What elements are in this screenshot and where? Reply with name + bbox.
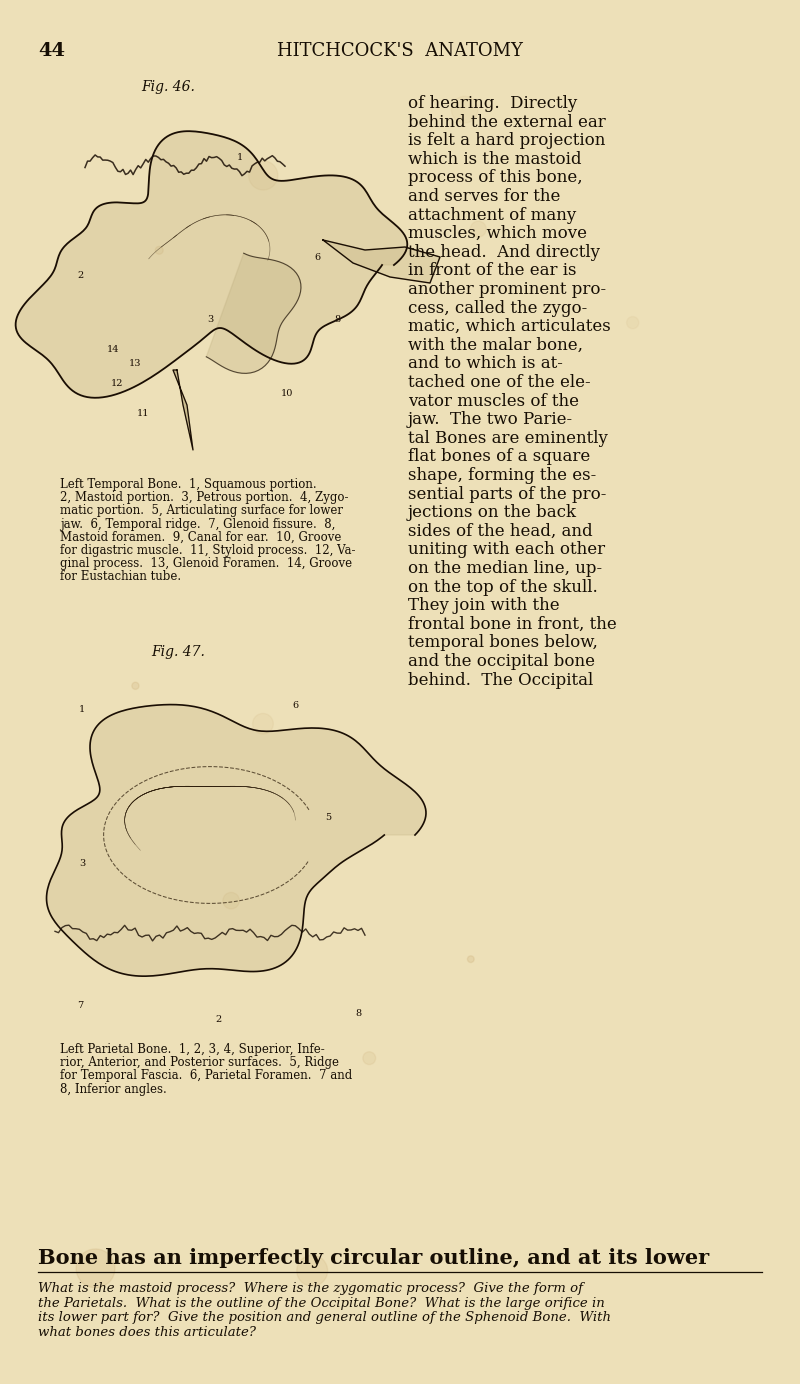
Circle shape	[223, 893, 239, 909]
Text: 6: 6	[314, 252, 320, 262]
Circle shape	[132, 682, 139, 689]
Text: attachment of many: attachment of many	[408, 206, 576, 224]
Text: Left Temporal Bone.  1, Squamous portion.: Left Temporal Bone. 1, Squamous portion.	[60, 477, 317, 491]
Text: 8: 8	[355, 1009, 361, 1017]
Text: behind.  The Occipital: behind. The Occipital	[408, 671, 594, 689]
Text: 8: 8	[334, 316, 340, 324]
Text: vator muscles of the: vator muscles of the	[408, 393, 579, 410]
Text: temporal bones below,: temporal bones below,	[408, 634, 598, 652]
Text: 1: 1	[237, 152, 243, 162]
Polygon shape	[206, 253, 301, 374]
Text: 10: 10	[281, 389, 293, 397]
Text: Mastoid foramen.  9, Canal for ear.  10, Groove: Mastoid foramen. 9, Canal for ear. 10, G…	[60, 531, 342, 544]
Text: jaw.  The two Parie-: jaw. The two Parie-	[408, 411, 573, 428]
Text: frontal bone in front, the: frontal bone in front, the	[408, 616, 617, 632]
Text: cess, called the zygo-: cess, called the zygo-	[408, 299, 587, 317]
Text: tal Bones are eminently: tal Bones are eminently	[408, 430, 608, 447]
Text: for digastric muscle.  11, Styloid process.  12, Va-: for digastric muscle. 11, Styloid proces…	[60, 544, 355, 556]
Text: 44: 44	[38, 42, 65, 60]
Text: for Eustachian tube.: for Eustachian tube.	[60, 570, 181, 584]
Text: Fig. 46.: Fig. 46.	[141, 80, 195, 94]
Text: matic portion.  5, Articulating surface for lower: matic portion. 5, Articulating surface f…	[60, 504, 343, 518]
Text: on the median line, up-: on the median line, up-	[408, 561, 602, 577]
Circle shape	[467, 956, 474, 962]
Text: Bone has an imperfectly circular outline, and at its lower: Bone has an imperfectly circular outline…	[38, 1248, 709, 1268]
Text: which is the mastoid: which is the mastoid	[408, 151, 582, 167]
Polygon shape	[173, 370, 193, 450]
Text: They join with the: They join with the	[408, 598, 560, 614]
Text: sides of the head, and: sides of the head, and	[408, 523, 593, 540]
Polygon shape	[16, 131, 407, 397]
Text: jaw.  6, Temporal ridge.  7, Glenoid fissure.  8,: jaw. 6, Temporal ridge. 7, Glenoid fissu…	[60, 518, 335, 530]
Text: and serves for the: and serves for the	[408, 188, 560, 205]
Text: is felt a hard projection: is felt a hard projection	[408, 133, 606, 149]
Text: 1: 1	[79, 706, 85, 714]
Circle shape	[451, 97, 478, 123]
Circle shape	[76, 1248, 115, 1287]
Polygon shape	[323, 239, 440, 282]
Circle shape	[363, 1052, 376, 1064]
Text: tached one of the ele-: tached one of the ele-	[408, 374, 590, 392]
Text: uniting with each other: uniting with each other	[408, 541, 605, 558]
Text: 3: 3	[79, 858, 85, 868]
Text: the Parietals.  What is the outline of the Occipital Bone?  What is the large or: the Parietals. What is the outline of th…	[38, 1297, 605, 1309]
Text: what bones does this articulate?: what bones does this articulate?	[38, 1326, 256, 1338]
Text: jections on the back: jections on the back	[408, 504, 577, 522]
Text: 12: 12	[110, 378, 123, 388]
Text: 6: 6	[292, 700, 298, 710]
Circle shape	[297, 1255, 328, 1286]
Circle shape	[470, 221, 486, 237]
Circle shape	[253, 713, 274, 734]
Text: behind the external ear: behind the external ear	[408, 113, 606, 130]
Text: 11: 11	[137, 408, 150, 418]
Text: of hearing.  Directly: of hearing. Directly	[408, 95, 578, 112]
Text: with the malar bone,: with the malar bone,	[408, 336, 583, 354]
Text: 14: 14	[106, 346, 119, 354]
Text: muscles, which move: muscles, which move	[408, 226, 587, 242]
Circle shape	[155, 246, 163, 255]
Circle shape	[626, 317, 639, 329]
Text: sential parts of the pro-: sential parts of the pro-	[408, 486, 606, 502]
Text: shape, forming the es-: shape, forming the es-	[408, 466, 596, 484]
Text: 2, Mastoid portion.  3, Petrous portion.  4, Zygo-: 2, Mastoid portion. 3, Petrous portion. …	[60, 491, 349, 504]
Text: in front of the ear is: in front of the ear is	[408, 263, 577, 280]
Text: rior, Anterior, and Posterior surfaces.  5, Ridge: rior, Anterior, and Posterior surfaces. …	[60, 1056, 339, 1070]
Text: 5: 5	[325, 812, 331, 822]
Text: another prominent pro-: another prominent pro-	[408, 281, 606, 298]
Text: its lower part for?  Give the position and general outline of the Sphenoid Bone.: its lower part for? Give the position an…	[38, 1311, 611, 1324]
Text: Left Parietal Bone.  1, 2, 3, 4, Superior, Infe-: Left Parietal Bone. 1, 2, 3, 4, Superior…	[60, 1044, 325, 1056]
Text: on the top of the skull.: on the top of the skull.	[408, 579, 598, 595]
Text: for Temporal Fascia.  6, Parietal Foramen.  7 and: for Temporal Fascia. 6, Parietal Foramen…	[60, 1070, 352, 1082]
Text: 2: 2	[77, 270, 83, 280]
Text: 3: 3	[207, 316, 213, 324]
Text: What is the mastoid process?  Where is the zygomatic process?  Give the form of: What is the mastoid process? Where is th…	[38, 1282, 583, 1295]
Circle shape	[249, 161, 278, 190]
Text: 13: 13	[129, 358, 142, 368]
Text: flat bones of a square: flat bones of a square	[408, 448, 590, 465]
Text: Fig. 47.: Fig. 47.	[151, 645, 205, 659]
Text: HITCHCOCK'S  ANATOMY: HITCHCOCK'S ANATOMY	[277, 42, 523, 60]
Text: the head.  And directly: the head. And directly	[408, 244, 600, 260]
Text: 8, Inferior angles.: 8, Inferior angles.	[60, 1082, 166, 1096]
Text: 7: 7	[77, 1001, 83, 1009]
Text: and to which is at-: and to which is at-	[408, 356, 563, 372]
Text: ginal process.  13, Glenoid Foramen.  14, Groove: ginal process. 13, Glenoid Foramen. 14, …	[60, 558, 352, 570]
Text: 2: 2	[215, 1016, 221, 1024]
Text: process of this bone,: process of this bone,	[408, 169, 582, 187]
Text: and the occipital bone: and the occipital bone	[408, 653, 595, 670]
Polygon shape	[46, 704, 426, 976]
Text: matic, which articulates: matic, which articulates	[408, 318, 610, 335]
